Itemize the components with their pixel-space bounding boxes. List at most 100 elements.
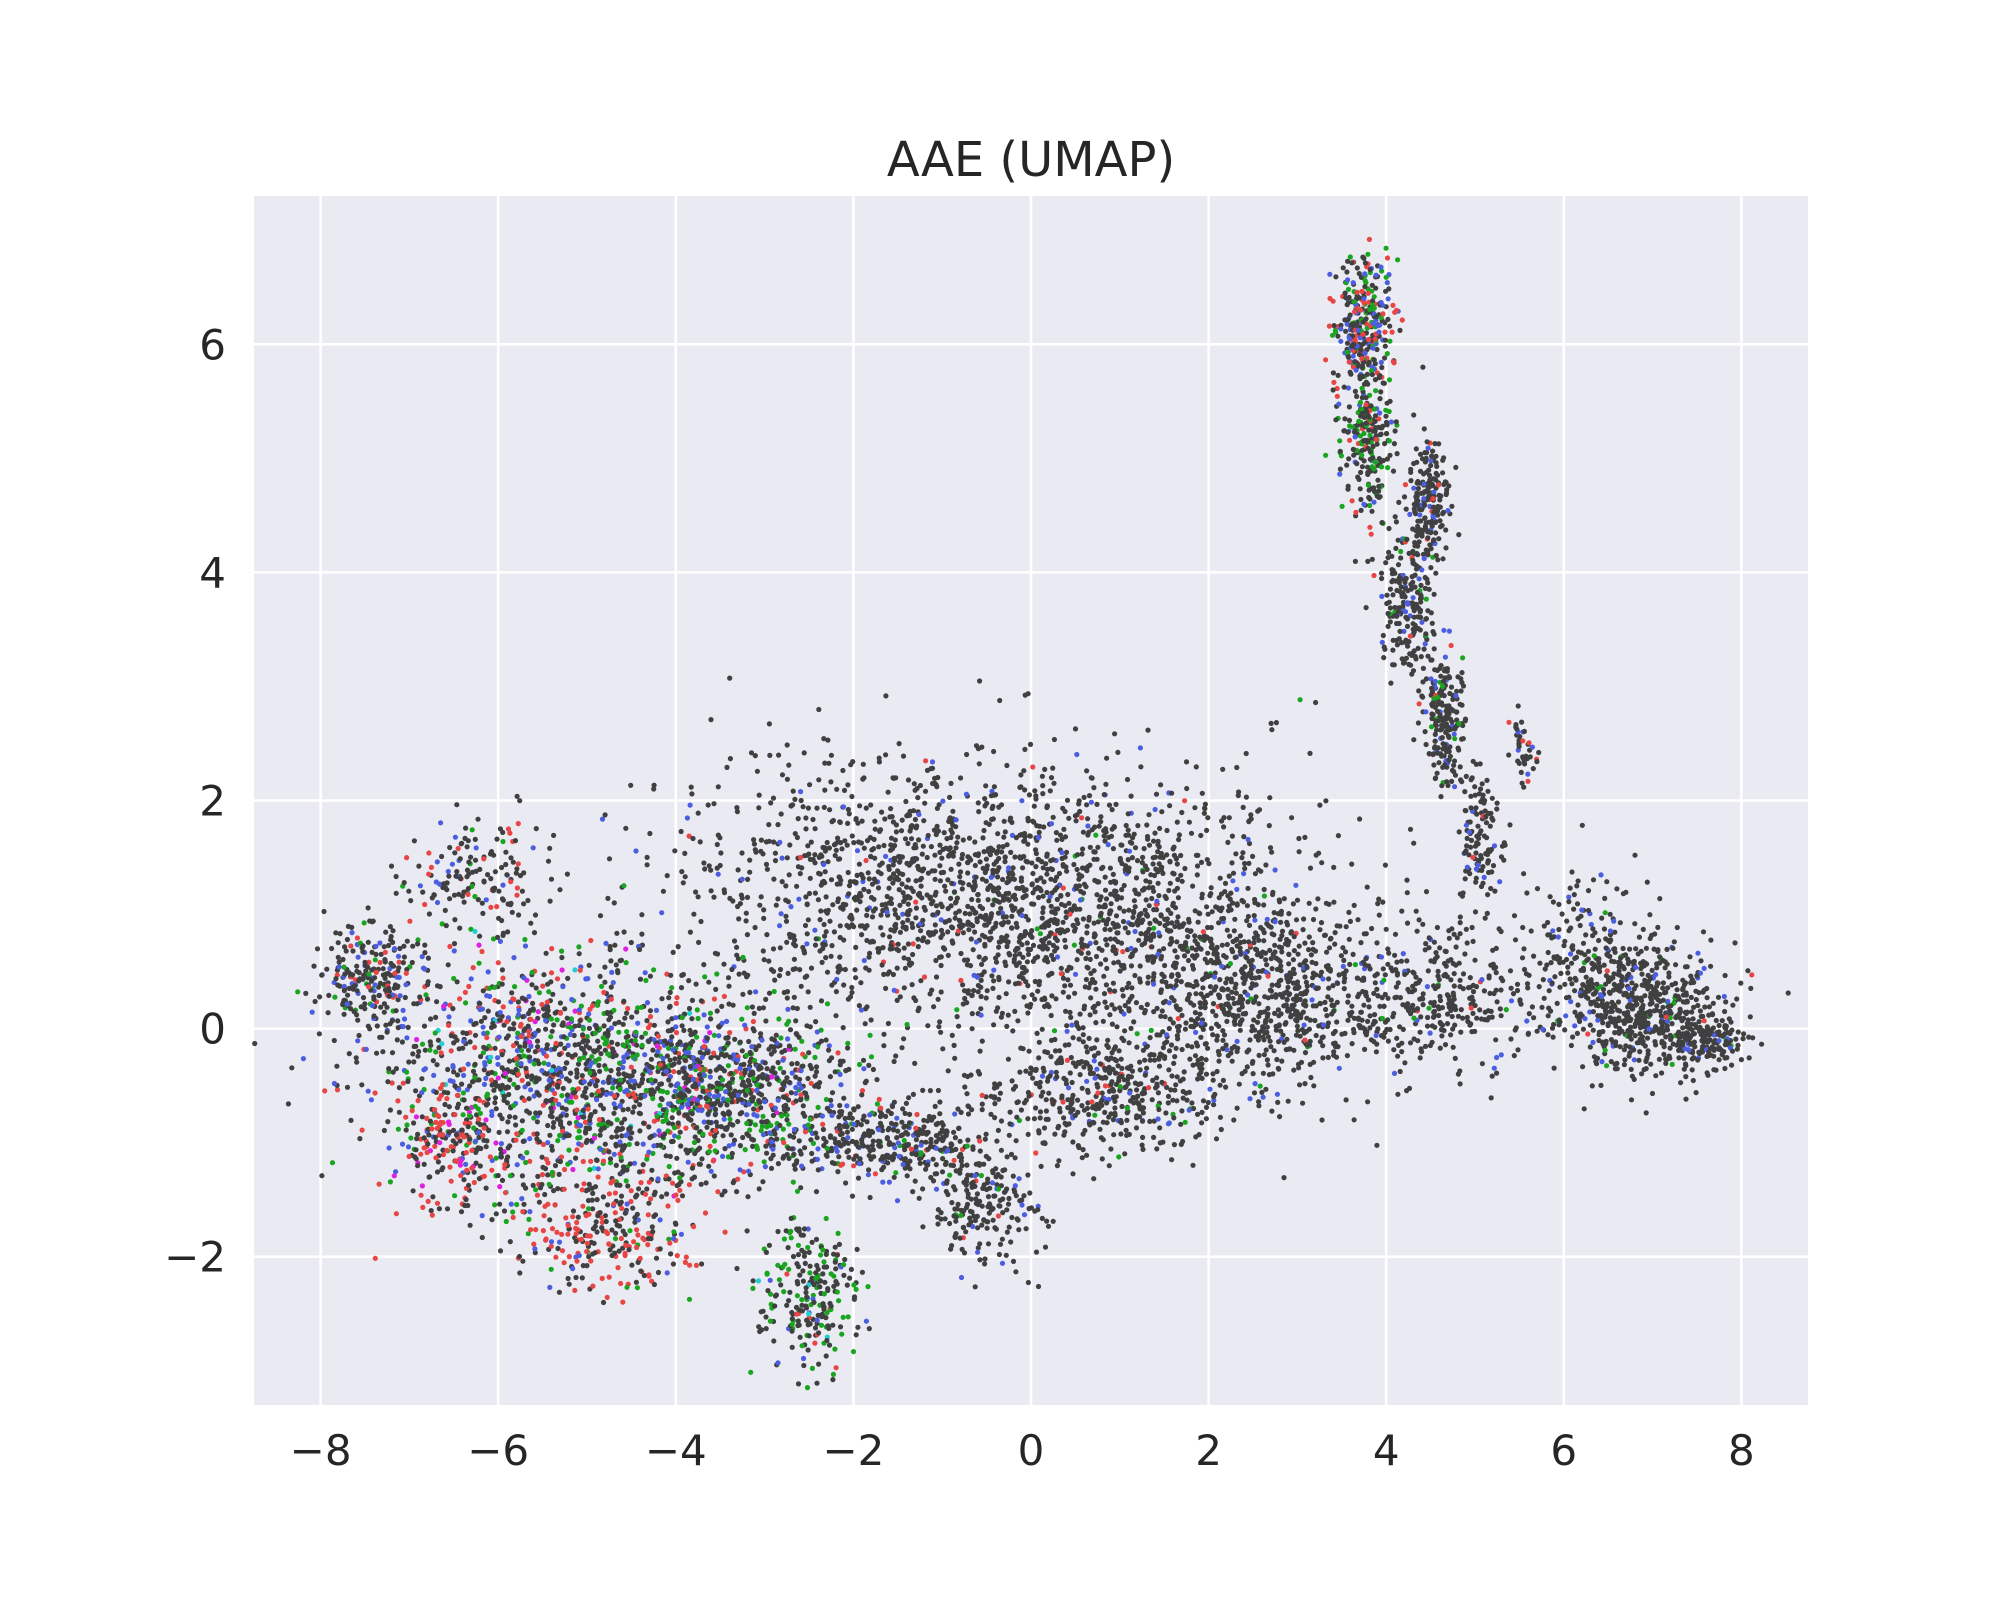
scatter-point	[1125, 930, 1131, 936]
scatter-point	[909, 920, 915, 927]
scatter-point	[711, 1093, 717, 1100]
scatter-point	[1164, 827, 1170, 834]
scatter-point	[1172, 905, 1179, 911]
scatter-point	[810, 816, 816, 823]
scatter-point	[586, 962, 592, 968]
scatter-point	[774, 1136, 780, 1142]
scatter-point	[693, 981, 699, 987]
scatter-point	[348, 1117, 354, 1123]
scatter-point	[1174, 861, 1180, 867]
scatter-point	[354, 935, 360, 941]
scatter-point	[677, 1039, 683, 1045]
scatter-point	[857, 803, 863, 809]
scatter-point	[905, 877, 911, 883]
scatter-point	[1137, 976, 1143, 982]
scatter-point	[624, 1051, 630, 1057]
scatter-point	[967, 911, 973, 917]
scatter-point	[388, 937, 394, 943]
scatter-point	[683, 1125, 689, 1131]
scatter-point	[492, 1202, 498, 1208]
scatter-point	[792, 831, 798, 837]
scatter-point	[556, 1171, 562, 1177]
scatter-point	[982, 803, 988, 809]
scatter-point	[1006, 950, 1012, 957]
scatter-point	[823, 894, 829, 900]
scatter-point	[965, 870, 971, 876]
scatter-point	[602, 964, 608, 970]
scatter-point	[921, 866, 927, 872]
scatter-point	[985, 897, 991, 903]
scatter-point	[454, 802, 460, 808]
scatter-point	[901, 1036, 907, 1042]
scatter-point	[673, 1030, 680, 1036]
scatter-point	[695, 1097, 701, 1103]
scatter-point	[793, 1031, 799, 1037]
scatter-point	[1255, 902, 1261, 908]
scatter-point	[1044, 871, 1050, 877]
scatter-point	[608, 996, 614, 1002]
scatter-point	[446, 1022, 452, 1028]
scatter-point	[774, 1076, 780, 1082]
scatter-point	[1269, 727, 1275, 733]
scatter-point	[461, 1066, 467, 1072]
scatter-point	[1124, 776, 1131, 783]
scatter-point	[510, 1209, 516, 1215]
scatter-point	[461, 1177, 467, 1183]
scatter-point	[1021, 994, 1027, 1000]
scatter-point	[1107, 1012, 1113, 1018]
scatter-point	[331, 1037, 337, 1044]
scatter-point	[550, 1124, 556, 1130]
scatter-point	[991, 748, 997, 755]
scatter-point	[577, 967, 583, 973]
scatter-point	[805, 1075, 811, 1082]
scatter-point	[744, 974, 750, 980]
scatter-point	[1107, 911, 1113, 917]
scatter-point	[664, 1089, 670, 1096]
scatter-point	[837, 856, 843, 862]
scatter-point	[1097, 897, 1103, 903]
scatter-point	[1012, 947, 1019, 954]
scatter-point	[915, 891, 922, 898]
scatter-point	[566, 1099, 573, 1105]
scatter-point	[496, 1129, 502, 1135]
scatter-point	[778, 811, 784, 817]
scatter-point	[742, 1022, 748, 1028]
scatter-point	[597, 973, 603, 980]
scatter-point	[492, 1045, 498, 1051]
scatter-point	[864, 906, 870, 913]
scatter-point	[616, 1019, 622, 1025]
scatter-point	[973, 743, 980, 749]
scatter-point	[1208, 885, 1214, 891]
scatter-point	[674, 1155, 680, 1161]
scatter-point	[509, 909, 515, 915]
scatter-point	[982, 796, 988, 802]
scatter-point	[829, 943, 835, 949]
scatter-point	[681, 1027, 687, 1033]
scatter-point	[586, 1011, 592, 1017]
scatter-point	[1051, 736, 1057, 743]
scatter-point	[825, 737, 831, 743]
scatter-point	[523, 1159, 529, 1166]
scatter-point	[826, 1043, 832, 1049]
scatter-point	[713, 1119, 719, 1125]
scatter-point	[658, 1081, 665, 1087]
scatter-point	[955, 834, 961, 840]
scatter-point	[826, 760, 832, 766]
scatter-point	[833, 1013, 839, 1019]
scatter-point	[503, 1218, 509, 1225]
scatter-point	[342, 971, 348, 977]
scatter-point	[823, 929, 829, 935]
scatter-point	[1237, 1027, 1243, 1033]
scatter-point	[1134, 858, 1141, 864]
scatter-point	[1005, 1056, 1012, 1062]
scatter-point	[678, 1143, 684, 1149]
scatter-point	[387, 924, 393, 930]
scatter-point	[796, 1138, 802, 1144]
scatter-point	[1221, 824, 1227, 830]
scatter-point	[899, 817, 905, 823]
scatter-point	[797, 967, 803, 973]
scatter-point	[845, 782, 851, 788]
scatter-point	[1039, 773, 1045, 779]
scatter-point	[360, 943, 366, 949]
scatter-point	[1313, 699, 1319, 706]
